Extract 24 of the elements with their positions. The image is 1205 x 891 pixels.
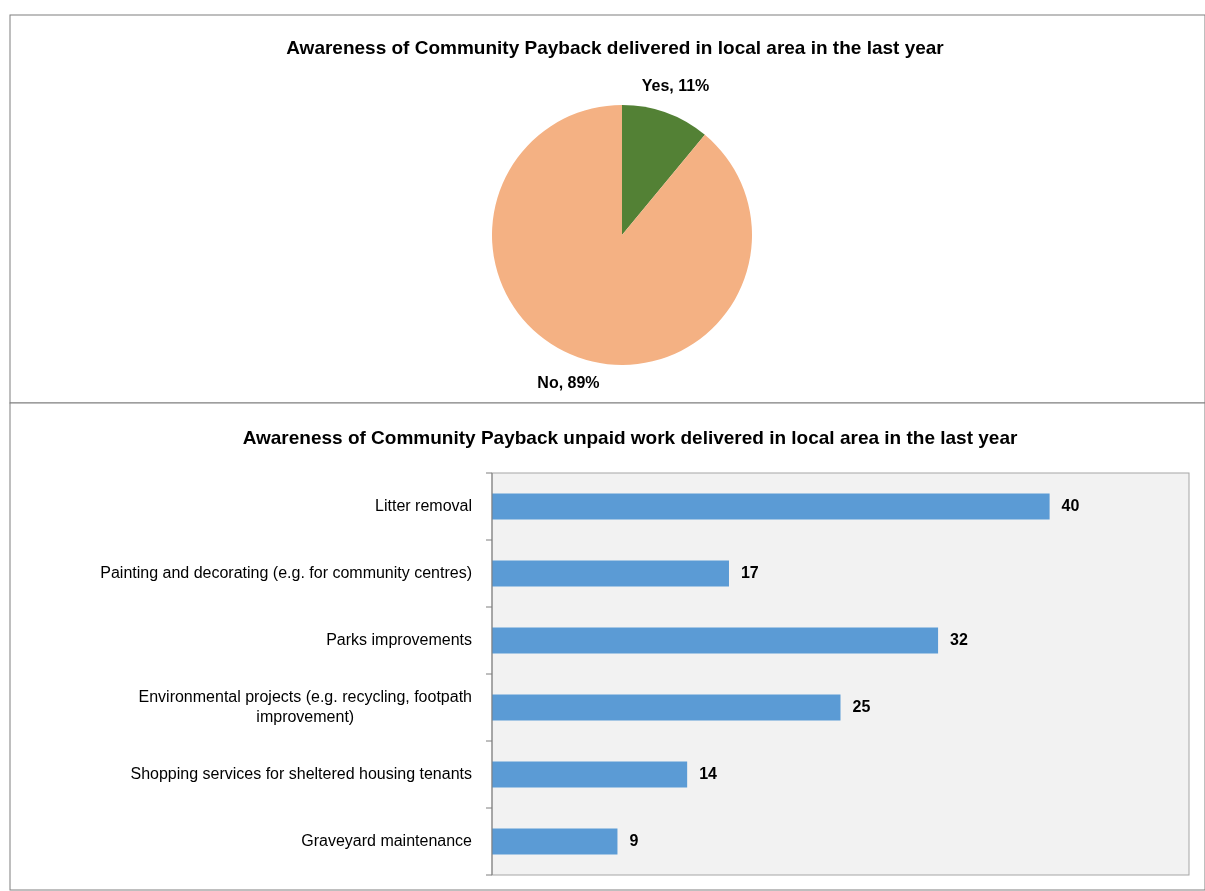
y-tick-label: Shopping services for sheltered housing tenants [130,764,472,782]
slice-label: No, 89% [537,373,600,391]
bar [492,493,1050,520]
data-label: 17 [740,563,759,581]
data-label: 40 [1061,496,1080,514]
bar [492,828,618,855]
bar [492,627,939,654]
y-tick-label: Parks improvements [326,630,472,648]
chart-title: Awareness of Community Payback delivered in local area in the last year [286,37,945,58]
chart-title: Awareness of Community Payback unpaid work delivered in local area in the last year [242,427,1018,448]
bar [492,694,841,721]
data-label: 25 [852,697,871,715]
pie-slice [492,105,752,365]
pie-slice [622,105,705,235]
slice-label: Yes, 11% [641,76,710,94]
y-tick-label: Painting and decorating (e.g. for community centres) [100,563,472,581]
bar [492,761,688,788]
y-tick-label: Litter removal [375,496,472,514]
y-tick-label: Graveyard maintenance [301,831,473,849]
data-label: 14 [699,764,718,782]
y-tick-label: Environmental projects (e.g. recycling, footpath improvement) [138,687,472,725]
data-label: 32 [950,630,968,648]
data-label: 9 [629,831,639,849]
bar [492,560,729,587]
